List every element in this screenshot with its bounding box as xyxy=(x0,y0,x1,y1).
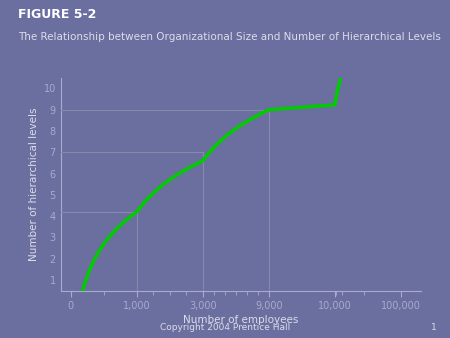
Y-axis label: Number of hierarchical levels: Number of hierarchical levels xyxy=(29,107,40,261)
Text: The Relationship between Organizational Size and Number of Hierarchical Levels: The Relationship between Organizational … xyxy=(18,32,441,42)
Text: 1: 1 xyxy=(431,323,436,332)
Text: FIGURE 5-2: FIGURE 5-2 xyxy=(18,8,96,21)
X-axis label: Number of employees: Number of employees xyxy=(183,315,298,325)
Text: Copyright 2004 Prentice Hall: Copyright 2004 Prentice Hall xyxy=(160,323,290,332)
